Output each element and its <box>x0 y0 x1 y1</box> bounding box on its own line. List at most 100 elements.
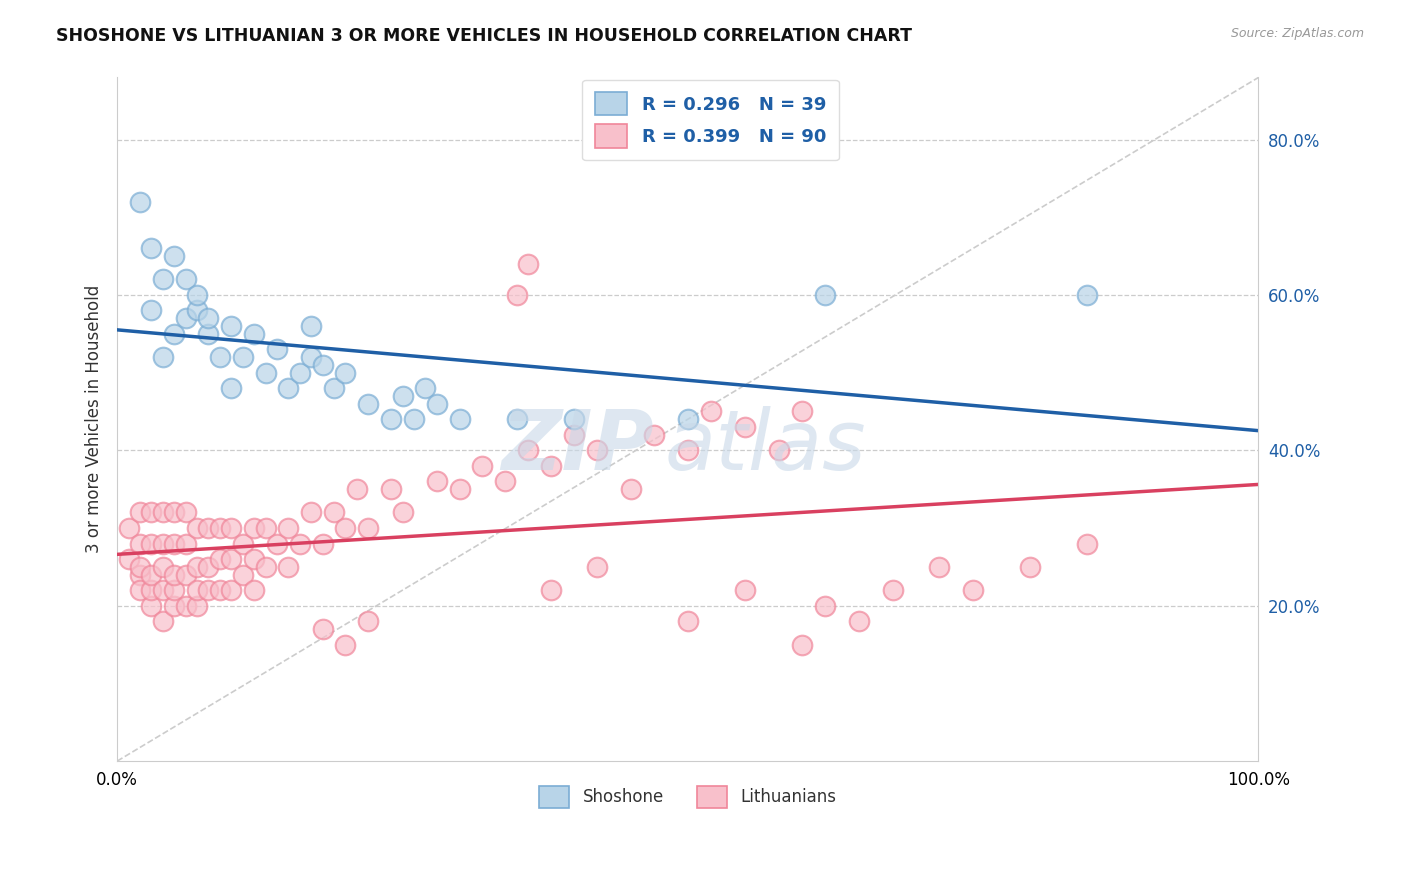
Point <box>540 458 562 473</box>
Point <box>174 599 197 613</box>
Point <box>734 583 756 598</box>
Point <box>676 614 699 628</box>
Point <box>288 366 311 380</box>
Point <box>232 350 254 364</box>
Point <box>335 638 357 652</box>
Point <box>174 567 197 582</box>
Text: SHOSHONE VS LITHUANIAN 3 OR MORE VEHICLES IN HOUSEHOLD CORRELATION CHART: SHOSHONE VS LITHUANIAN 3 OR MORE VEHICLE… <box>56 27 912 45</box>
Point <box>208 350 231 364</box>
Point <box>346 482 368 496</box>
Legend: Shoshone, Lithuanians: Shoshone, Lithuanians <box>533 780 844 814</box>
Point <box>152 536 174 550</box>
Point <box>254 559 277 574</box>
Text: atlas: atlas <box>665 406 866 487</box>
Point <box>152 559 174 574</box>
Point <box>254 521 277 535</box>
Point <box>141 583 163 598</box>
Point <box>676 412 699 426</box>
Point <box>562 412 585 426</box>
Point <box>186 583 208 598</box>
Point <box>323 381 346 395</box>
Point <box>562 427 585 442</box>
Point <box>790 638 813 652</box>
Point <box>357 397 380 411</box>
Point <box>882 583 904 598</box>
Point <box>426 475 449 489</box>
Point <box>676 443 699 458</box>
Point <box>402 412 425 426</box>
Point <box>221 583 243 598</box>
Point <box>129 567 152 582</box>
Point <box>141 303 163 318</box>
Point <box>449 482 471 496</box>
Point <box>197 559 219 574</box>
Point <box>221 521 243 535</box>
Y-axis label: 3 or more Vehicles in Household: 3 or more Vehicles in Household <box>86 285 103 553</box>
Point <box>163 326 186 341</box>
Point <box>620 482 643 496</box>
Point <box>505 288 527 302</box>
Point <box>505 412 527 426</box>
Point <box>266 536 288 550</box>
Point <box>254 366 277 380</box>
Point <box>585 559 607 574</box>
Point <box>232 567 254 582</box>
Point <box>243 326 266 341</box>
Point <box>197 311 219 326</box>
Point <box>186 303 208 318</box>
Point <box>335 521 357 535</box>
Point <box>197 583 219 598</box>
Point <box>1019 559 1042 574</box>
Point <box>129 536 152 550</box>
Point <box>163 249 186 263</box>
Point <box>186 288 208 302</box>
Point <box>380 482 402 496</box>
Point <box>357 521 380 535</box>
Point <box>790 404 813 418</box>
Point <box>311 536 333 550</box>
Point <box>1076 288 1098 302</box>
Point <box>962 583 984 598</box>
Point <box>391 389 413 403</box>
Point <box>152 350 174 364</box>
Point <box>323 506 346 520</box>
Point <box>643 427 665 442</box>
Point <box>391 506 413 520</box>
Point <box>540 583 562 598</box>
Point <box>163 536 186 550</box>
Point <box>357 614 380 628</box>
Point <box>277 521 299 535</box>
Point <box>208 552 231 566</box>
Point <box>221 319 243 334</box>
Point <box>129 559 152 574</box>
Point <box>152 614 174 628</box>
Point <box>174 536 197 550</box>
Point <box>186 521 208 535</box>
Point <box>266 343 288 357</box>
Point <box>928 559 950 574</box>
Point <box>517 257 540 271</box>
Point <box>243 521 266 535</box>
Point <box>277 381 299 395</box>
Point <box>117 552 139 566</box>
Point <box>814 599 837 613</box>
Point <box>208 583 231 598</box>
Point <box>380 412 402 426</box>
Point <box>117 521 139 535</box>
Point <box>163 567 186 582</box>
Point <box>415 381 437 395</box>
Point <box>221 381 243 395</box>
Point <box>152 272 174 286</box>
Point <box>494 475 516 489</box>
Point <box>848 614 870 628</box>
Text: ZIP: ZIP <box>501 406 654 487</box>
Point <box>208 521 231 535</box>
Point <box>311 358 333 372</box>
Point <box>174 311 197 326</box>
Point <box>471 458 494 473</box>
Point <box>277 559 299 574</box>
Point <box>734 420 756 434</box>
Point <box>699 404 721 418</box>
Point <box>197 326 219 341</box>
Point <box>426 397 449 411</box>
